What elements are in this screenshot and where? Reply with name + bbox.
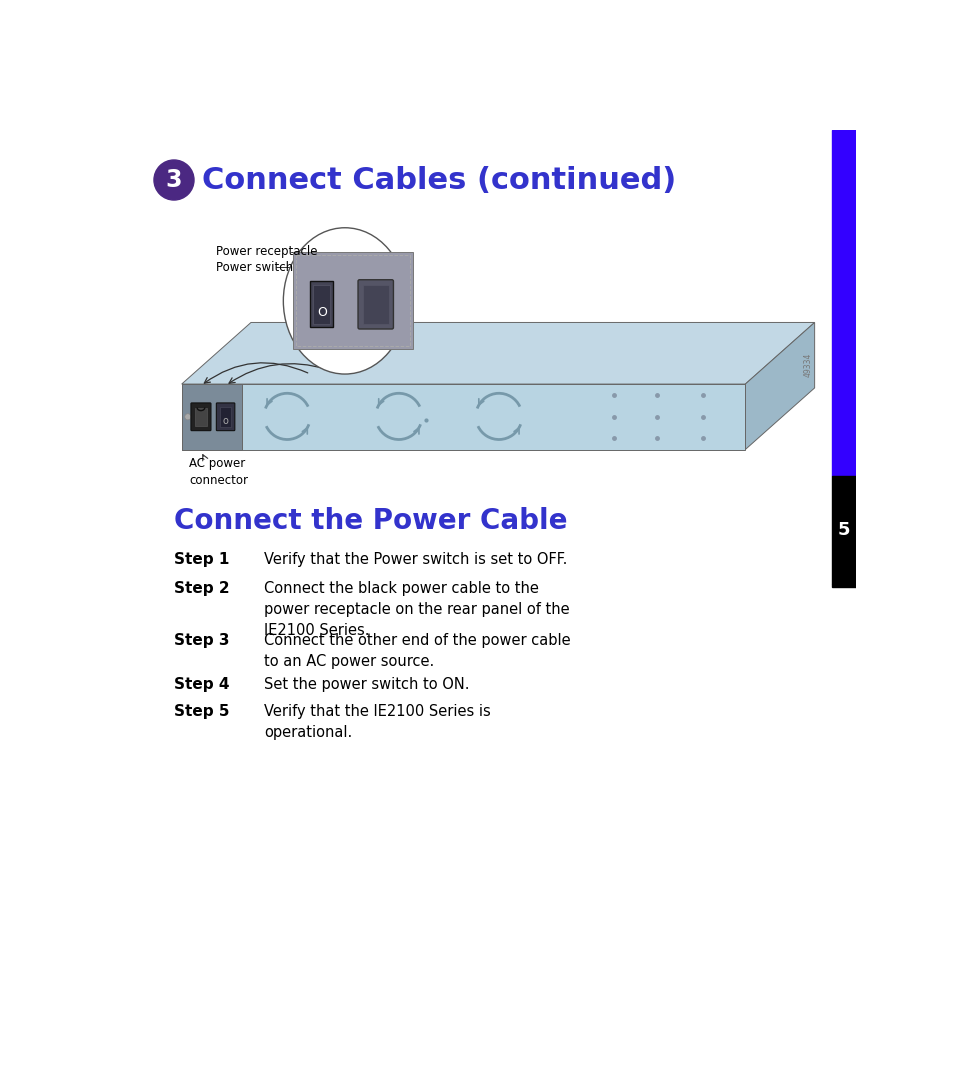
Bar xyxy=(181,384,241,449)
Bar xyxy=(831,130,856,477)
FancyBboxPatch shape xyxy=(191,403,211,431)
Circle shape xyxy=(185,414,191,420)
Text: Power switch: Power switch xyxy=(215,261,293,274)
Text: Power receptacle: Power receptacle xyxy=(215,245,316,258)
Polygon shape xyxy=(744,323,814,449)
Ellipse shape xyxy=(283,227,406,374)
Bar xyxy=(362,285,389,324)
Text: Connect Cables (continued): Connect Cables (continued) xyxy=(201,166,676,195)
Text: Verify that the IE2100 Series is
operational.: Verify that the IE2100 Series is operati… xyxy=(264,704,491,740)
Text: Verify that the Power switch is set to OFF.: Verify that the Power switch is set to O… xyxy=(264,552,567,566)
Text: Step 2: Step 2 xyxy=(173,582,230,596)
Bar xyxy=(831,584,856,587)
Text: AC power
connector: AC power connector xyxy=(190,457,248,487)
Text: 3: 3 xyxy=(166,168,182,192)
Bar xyxy=(295,255,409,347)
Text: o: o xyxy=(222,416,229,426)
Bar xyxy=(181,384,744,449)
FancyBboxPatch shape xyxy=(357,279,393,329)
Polygon shape xyxy=(181,323,814,384)
Text: Connect the other end of the power cable
to an AC power source.: Connect the other end of the power cable… xyxy=(264,632,570,669)
FancyBboxPatch shape xyxy=(216,403,234,431)
Bar xyxy=(220,407,231,427)
Text: Step 1: Step 1 xyxy=(173,552,229,566)
Text: Step 3: Step 3 xyxy=(173,632,230,648)
Text: 5: 5 xyxy=(837,521,849,539)
Bar xyxy=(831,477,856,584)
Bar xyxy=(313,285,330,324)
Text: Step 4: Step 4 xyxy=(173,677,230,692)
Text: Set the power switch to ON.: Set the power switch to ON. xyxy=(264,677,469,692)
Text: 49334: 49334 xyxy=(803,353,812,377)
Text: Step 5: Step 5 xyxy=(173,704,230,719)
Bar xyxy=(293,251,413,350)
Text: Connect the Power Cable: Connect the Power Cable xyxy=(173,507,567,535)
Circle shape xyxy=(153,160,193,200)
Bar xyxy=(194,407,207,426)
Bar xyxy=(310,282,333,327)
Text: Connect the black power cable to the
power receptacle on the rear panel of the
I: Connect the black power cable to the pow… xyxy=(264,582,569,638)
Text: O: O xyxy=(316,305,327,318)
